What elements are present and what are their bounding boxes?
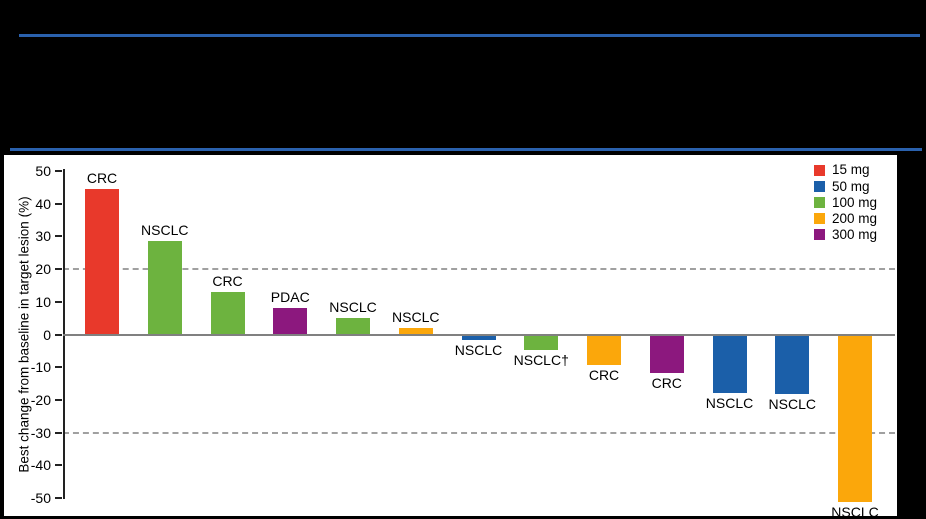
- reference-line-20: [63, 268, 895, 271]
- y-tick-mark: [55, 366, 62, 369]
- y-tick-label: 40: [35, 195, 51, 212]
- y-tick-mark: [55, 268, 62, 271]
- bar-1-CRC: [85, 188, 119, 335]
- y-tick-mark: [55, 464, 62, 467]
- legend-label: 200 mg: [832, 210, 878, 226]
- chart-legend: 15 mg 50 mg 100 mg 200 mg 300 mg: [814, 162, 877, 243]
- y-tick-mark: [55, 333, 62, 336]
- y-tick-mark: [55, 398, 62, 401]
- bar-label: NSCLC†: [513, 352, 569, 369]
- bar-label: NSCLC: [392, 308, 440, 325]
- bar-5-NSCLC: [336, 318, 370, 335]
- waterfall-chart: Best change from baseline in target lesi…: [4, 155, 897, 519]
- legend-swatch-icon: [814, 180, 825, 192]
- x-axis-zero-line: [63, 333, 895, 336]
- y-tick-label: 50: [35, 162, 51, 179]
- bar-label: NSCLC: [705, 394, 754, 411]
- bar-11-NSCLC: [712, 335, 747, 393]
- legend-label: 100 mg: [832, 194, 878, 210]
- bar-label: PDAC: [270, 289, 310, 306]
- bar-7-NSCLC: [461, 335, 496, 341]
- bar-label: NSCLC: [454, 342, 503, 359]
- y-tick-label: 0: [43, 326, 51, 343]
- divider-line-top: [19, 34, 920, 37]
- bar-label: NSCLC: [141, 222, 189, 239]
- y-tick-label: 10: [35, 293, 51, 310]
- bar-4-PDAC: [273, 308, 308, 335]
- bar-12-NSCLC: [775, 335, 810, 395]
- y-tick-mark: [55, 235, 62, 238]
- bar-2-NSCLC: [147, 241, 182, 335]
- y-tick-mark: [55, 431, 62, 434]
- legend-item-200-mg: 200 mg: [814, 211, 877, 227]
- bar-label: NSCLC: [831, 504, 879, 519]
- bar-label: CRC: [86, 169, 118, 186]
- legend-label: 300 mg: [832, 227, 878, 243]
- legend-item-300-mg: 300 mg: [814, 227, 877, 243]
- header-redacted-area: [0, 38, 926, 146]
- y-tick-label: -30: [30, 424, 51, 441]
- bar-label: NSCLC: [329, 299, 377, 316]
- legend-item-100-mg: 100 mg: [814, 194, 877, 210]
- bar-label: CRC: [588, 366, 620, 383]
- legend-label: 15 mg: [832, 162, 870, 178]
- y-tick-label: 30: [35, 228, 51, 245]
- y-tick-label: -50: [30, 490, 51, 507]
- legend-swatch-icon: [814, 213, 825, 225]
- y-tick-mark: [55, 497, 62, 500]
- bar-9-CRC: [587, 335, 621, 365]
- y-tick-label: -20: [30, 391, 51, 408]
- legend-swatch-icon: [814, 229, 825, 241]
- legend-label: 50 mg: [832, 178, 870, 194]
- bar-8-NSCLC: [524, 335, 559, 351]
- legend-swatch-icon: [814, 164, 825, 176]
- bar-6-NSCLC: [398, 327, 433, 335]
- legend-item-15-mg: 15 mg: [814, 162, 877, 178]
- y-tick-mark: [55, 202, 62, 205]
- y-tick-mark: [55, 300, 62, 303]
- y-tick-label: -10: [30, 359, 51, 376]
- bar-10-CRC: [649, 335, 684, 374]
- bar-label: CRC: [651, 375, 682, 392]
- divider-line-bottom: [10, 148, 922, 151]
- bar-3-CRC: [210, 291, 245, 335]
- legend-item-50-mg: 50 mg: [814, 178, 877, 194]
- reference-line--30: [63, 431, 895, 434]
- bar-label: CRC: [212, 272, 243, 289]
- bar-label: NSCLC: [768, 396, 816, 413]
- y-tick-label: -40: [30, 457, 51, 474]
- bar-13-NSCLC: [838, 335, 872, 503]
- y-tick-mark: [55, 169, 62, 172]
- y-tick-label: 20: [35, 261, 51, 278]
- legend-swatch-icon: [814, 196, 825, 208]
